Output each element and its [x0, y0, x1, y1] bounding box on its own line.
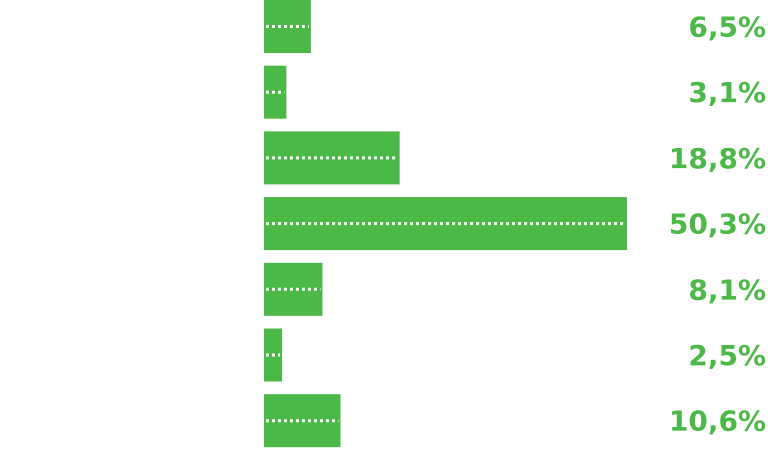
value-label-5: 8,1%	[688, 273, 766, 306]
value-label-4: 50,3%	[669, 208, 766, 241]
bar-2	[264, 65, 287, 119]
value-label-3: 18,8%	[669, 142, 766, 175]
value-labels-group: 6,5% 3,1% 18,8% 50,3% 8,1% 2,5% 10,6%	[669, 11, 766, 438]
value-label-7: 10,6%	[669, 405, 766, 438]
value-label-1: 6,5%	[688, 11, 766, 44]
value-label-6: 2,5%	[688, 339, 766, 372]
bars-group	[264, 0, 627, 448]
value-label-2: 3,1%	[688, 76, 766, 109]
